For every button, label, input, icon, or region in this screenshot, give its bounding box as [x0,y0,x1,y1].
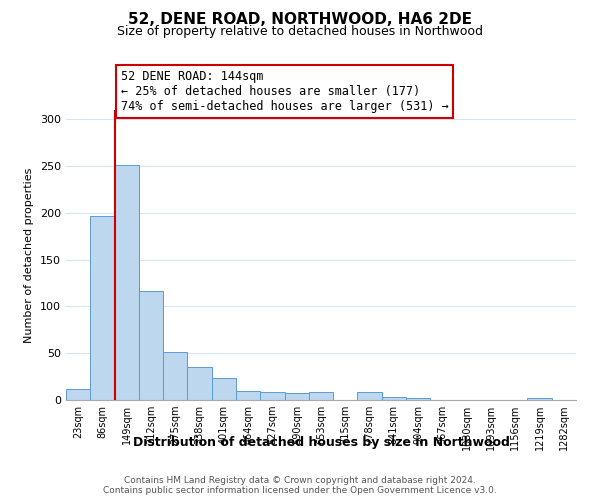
Bar [527,398,552,400]
Bar [163,352,187,400]
Text: Contains HM Land Registry data © Crown copyright and database right 2024.: Contains HM Land Registry data © Crown c… [124,476,476,485]
Bar [187,368,212,400]
Bar [309,392,333,400]
Text: Contains public sector information licensed under the Open Government Licence v3: Contains public sector information licen… [103,486,497,495]
Bar [284,394,309,400]
Bar [66,389,90,400]
Text: Size of property relative to detached houses in Northwood: Size of property relative to detached ho… [117,25,483,38]
Text: 52, DENE ROAD, NORTHWOOD, HA6 2DE: 52, DENE ROAD, NORTHWOOD, HA6 2DE [128,12,472,28]
Y-axis label: Number of detached properties: Number of detached properties [25,168,34,342]
Bar [382,397,406,400]
Text: 52 DENE ROAD: 144sqm
← 25% of detached houses are smaller (177)
74% of semi-deta: 52 DENE ROAD: 144sqm ← 25% of detached h… [121,70,448,113]
Text: Distribution of detached houses by size in Northwood: Distribution of detached houses by size … [133,436,509,449]
Bar [115,165,139,400]
Bar [406,398,430,400]
Bar [139,290,163,400]
Bar [260,392,284,400]
Bar [236,390,260,400]
Bar [358,392,382,400]
Bar [90,216,115,400]
Bar [212,378,236,400]
